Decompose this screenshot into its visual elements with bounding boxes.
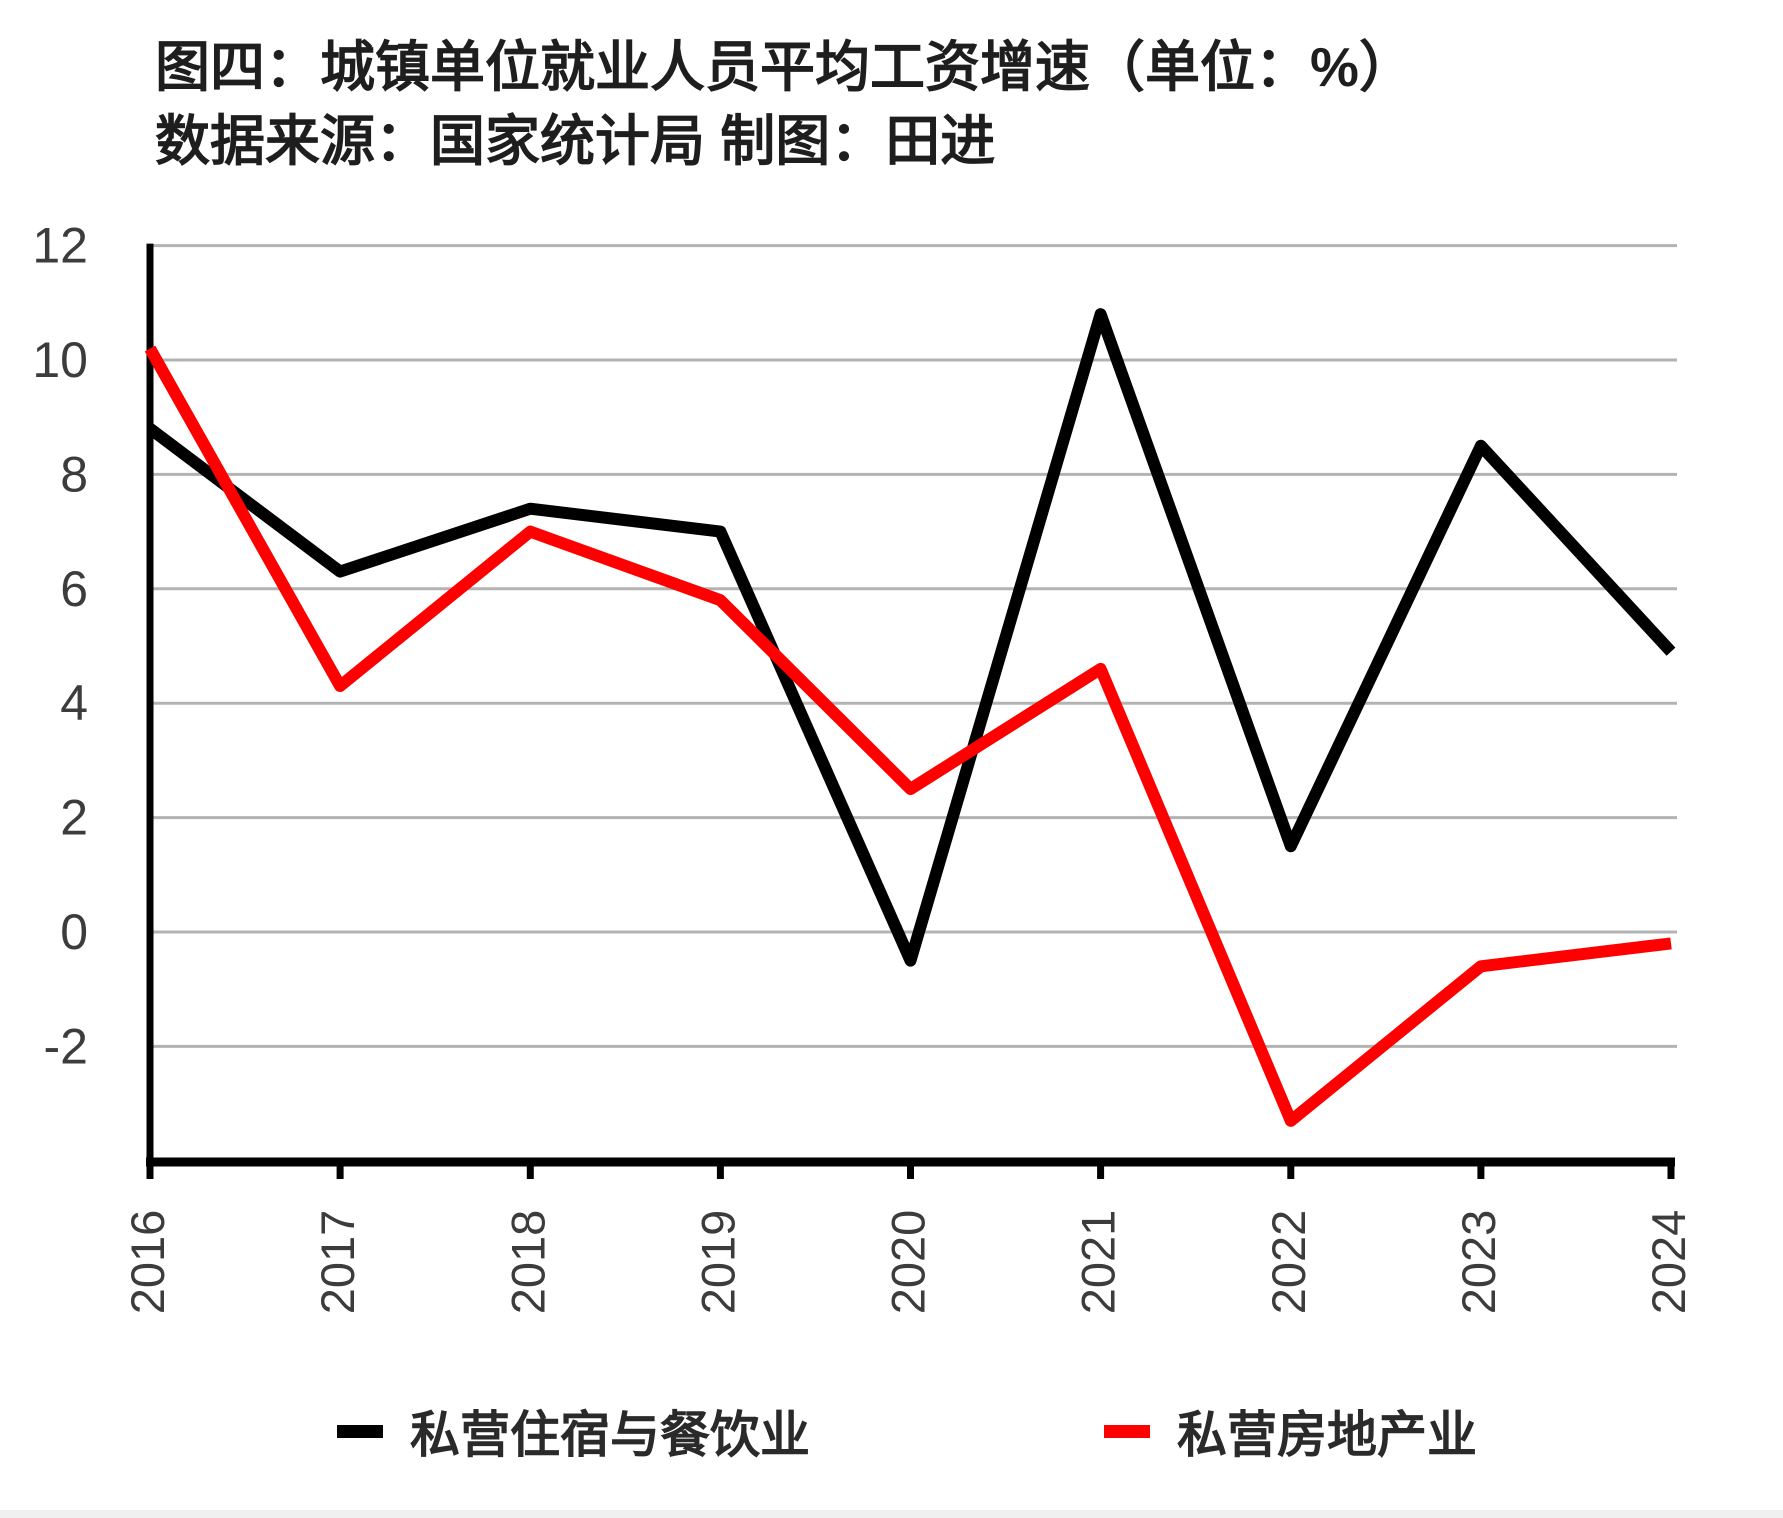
legend-item-private-accommodation-catering: 私营住宿与餐饮业 [337,1405,810,1463]
x-axis-label-2017: 2017 [311,1210,364,1315]
chart-title-block: 图四：城镇单位就业人员平均工资增速（单位：%） 数据来源：国家统计局 制图：田进 [155,30,1414,178]
legend-label-private-accommodation-catering: 私营住宿与餐饮业 [410,1407,810,1463]
y-axis-label--2: -2 [44,1018,88,1074]
y-axis-label-8: 8 [60,446,88,502]
bottom-edge-strip [0,1510,1783,1518]
x-axis-label-2023: 2023 [1452,1210,1505,1315]
x-axis-label-2020: 2020 [882,1210,935,1315]
legend-swatch-red-dash [1104,1424,1150,1438]
y-axis-label-2: 2 [60,790,88,846]
series-line-private-accommodation-catering [146,308,1676,967]
x-axis-label-2024: 2024 [1642,1210,1695,1315]
legend-swatch-black-dash [337,1424,383,1438]
y-axis-label-0: 0 [60,904,88,960]
chart-title: 图四：城镇单位就业人员平均工资增速（单位：%） [155,36,1414,98]
x-axis-label-2018: 2018 [501,1210,554,1315]
chart-subtitle-source: 数据来源：国家统计局 制图：田进 [155,110,996,172]
series-line-private-real-estate [144,345,1672,1127]
legend-label-private-real-estate: 私营房地产业 [1177,1407,1477,1463]
x-axis-label-2016: 2016 [121,1210,174,1315]
x-axis-label-2021: 2021 [1072,1210,1125,1315]
x-axis-label-2022: 2022 [1262,1210,1315,1315]
y-axis-label-4: 4 [60,675,88,731]
y-axis-label-10: 10 [32,332,88,388]
y-axis-label-6: 6 [60,561,88,617]
x-axis-label-2019: 2019 [691,1210,744,1315]
legend-item-private-real-estate: 私营房地产业 [1104,1405,1477,1463]
y-axis-label-12: 12 [32,218,88,274]
